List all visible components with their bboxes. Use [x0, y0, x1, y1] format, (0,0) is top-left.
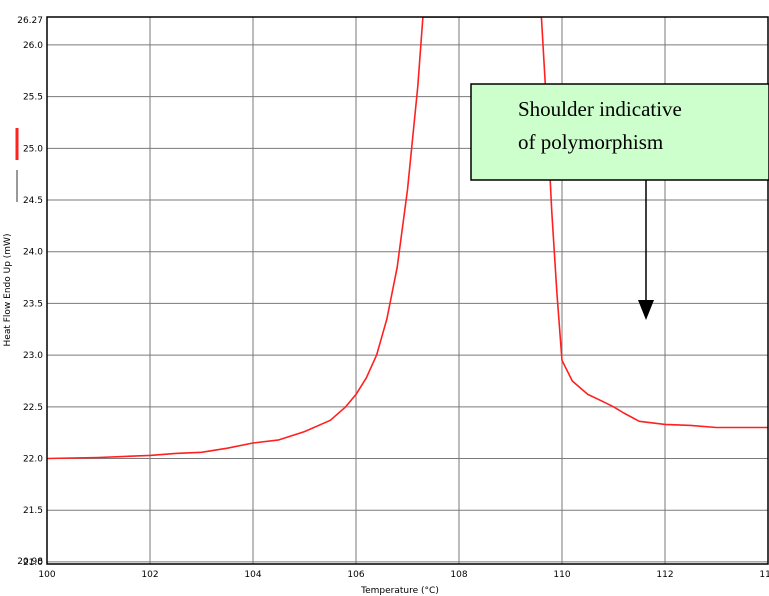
y-tick-label-11: 21.0 [23, 558, 43, 568]
y-tick-label-12: 20.98 [17, 557, 43, 567]
x-tick-label-5: 110 [553, 570, 570, 580]
y-tick-label-9: 22.0 [23, 455, 43, 465]
y-tick-label-1: 26.0 [23, 41, 43, 51]
tick-labels: 100 102 104 106 108 110 112 114 26.27 26.0 25.5 25.… [17, 16, 769, 580]
y-tick-label-10: 21.5 [23, 506, 43, 516]
x-tick-label-6: 112 [656, 570, 673, 580]
y-tick-label-4: 24.5 [23, 196, 43, 206]
annotation-line-2: of polymorphism [518, 130, 663, 154]
x-tick-label-0: 100 [38, 570, 55, 580]
x-tick-label-4: 108 [450, 570, 467, 580]
x-axis-label: Temperature (°C) [360, 586, 439, 596]
series-layer [47, 17, 768, 460]
y-axis-label: Heat Flow Endo Up (mW) [3, 234, 13, 347]
y-tick-label-5: 24.0 [23, 248, 43, 258]
annotation-box [470, 83, 769, 181]
x-tick-label-1: 102 [141, 570, 158, 580]
y-tick-label-8: 22.5 [23, 403, 43, 413]
plot-frame [46, 16, 769, 565]
x-tick-label-2: 104 [244, 570, 261, 580]
y-tick-label-3: 25.0 [23, 144, 43, 154]
x-tick-label-3: 106 [347, 570, 364, 580]
series-line-0 [47, 17, 768, 460]
y-tick-label-0: 26.27 [17, 16, 43, 26]
annotation-arrowhead [638, 300, 654, 320]
y-tick-label-6: 23.5 [23, 299, 43, 309]
y-tick-label-2: 25.5 [23, 93, 43, 103]
x-tick-label-7: 114 [759, 570, 769, 580]
annotation-line-1: Shoulder indicative [518, 97, 682, 121]
y-tick-label-7: 23.0 [23, 351, 43, 361]
annotation: Shoulder indicative of polymorphism [470, 83, 769, 320]
